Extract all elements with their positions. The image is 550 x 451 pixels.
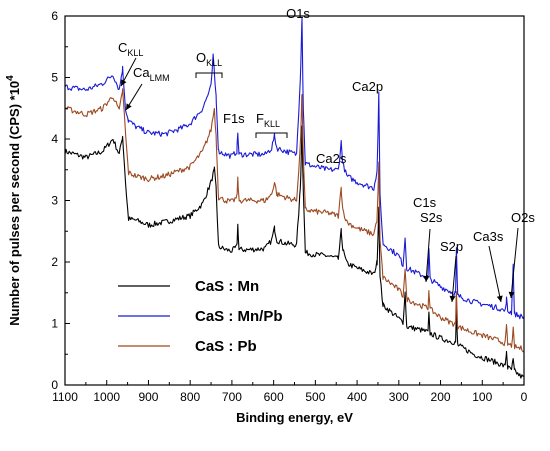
y-tick-label: 6 xyxy=(51,9,58,23)
x-tick-label: 100 xyxy=(472,390,492,404)
x-tick-label: 1100 xyxy=(52,390,78,404)
legend-label-1: CaS : Mn xyxy=(195,278,259,295)
x-tick-label: 700 xyxy=(222,390,242,404)
peak-label-ca2s: Ca2s xyxy=(316,151,347,166)
y-axis-ticks: 0 1 2 3 4 5 6 xyxy=(51,9,70,392)
peak-arrowhead-ckll xyxy=(121,79,127,86)
peak-arrow-s2p xyxy=(451,255,457,303)
x-tick-label: 400 xyxy=(347,390,367,404)
peak-arrow-o2s xyxy=(510,227,519,299)
legend-label-3: CaS : Pb xyxy=(195,338,257,355)
peak-arrowhead-s2s xyxy=(423,275,430,282)
peak-arrowhead-calmm xyxy=(126,103,132,110)
y-tick-label: 0 xyxy=(51,378,58,392)
peak-bracket-okll xyxy=(195,72,223,78)
peak-arrowhead-o2s xyxy=(508,291,515,298)
peak-arrowhead-ca3s xyxy=(496,295,503,302)
peak-label-o1s: O1s xyxy=(286,6,310,21)
peak-label-s2s: S2s xyxy=(420,210,443,225)
peak-label-f1s: F1s xyxy=(223,111,245,126)
series-line-3 xyxy=(64,88,524,353)
x-tick-label: 600 xyxy=(264,390,284,404)
peak-arrow-ca3s xyxy=(488,245,502,303)
peak-label-calmm: CaLMM xyxy=(133,65,170,83)
x-tick-label: 900 xyxy=(138,390,158,404)
y-tick-label: 5 xyxy=(51,71,58,85)
x-axis-ticks: 1100 1000 900 800 700 600 500 400 300 200 100 0 xyxy=(52,380,528,404)
y-tick-label: 1 xyxy=(51,317,58,331)
x-tick-label: 300 xyxy=(389,390,409,404)
x-tick-label: 800 xyxy=(180,390,200,404)
x-tick-label: 200 xyxy=(431,390,451,404)
y-tick-label: 2 xyxy=(51,255,58,269)
legend-label-2: CaS : Mn/Pb xyxy=(195,308,283,325)
y-axis-title-text: Number of pulses per second (CPS) *10 xyxy=(7,81,22,326)
peak-label-ca3s: Ca3s xyxy=(473,229,504,244)
series-layer xyxy=(64,17,525,379)
y-axis-title-exponent: 4 xyxy=(5,75,16,81)
y-axis-title: Number of pulses per second (CPS) *104 xyxy=(5,75,22,326)
peak-label-s2p: S2p xyxy=(440,239,463,254)
peak-label-c1s: C1s xyxy=(413,195,437,210)
peak-label-ca2p: Ca2p xyxy=(352,79,383,94)
legend: CaS : Mn CaS : Mn/Pb CaS : Pb xyxy=(118,278,283,355)
x-tick-label: 500 xyxy=(305,390,325,404)
peak-bracket-fkll xyxy=(255,132,288,138)
x-tick-label: 0 xyxy=(521,390,528,404)
y-tick-label: 4 xyxy=(51,132,58,146)
peak-arrowhead-s2p xyxy=(449,295,456,302)
peak-arrow-s2s xyxy=(425,228,431,283)
peak-label-o2s: O2s xyxy=(511,210,535,225)
peak-label-okll: OKLL xyxy=(196,50,222,68)
y-tick-label: 3 xyxy=(51,194,58,208)
peak-label-ckll: CKLL xyxy=(118,40,143,58)
series-line-2 xyxy=(64,17,525,320)
peak-label-fkll: FKLL xyxy=(256,111,280,129)
x-tick-label: 1000 xyxy=(93,390,120,404)
series-line-1 xyxy=(64,125,525,379)
x-axis-title: Binding energy, eV xyxy=(236,410,353,425)
